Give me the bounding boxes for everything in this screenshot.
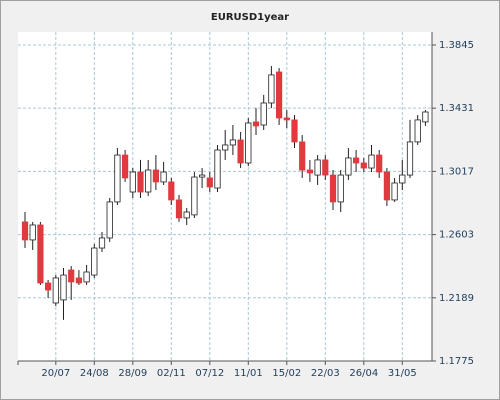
- x-tick-label: 20/07: [41, 368, 70, 379]
- candle-body: [52, 277, 59, 304]
- x-tick-label: 02/11: [157, 368, 186, 379]
- candle-body: [191, 176, 198, 216]
- candle-body: [60, 274, 67, 301]
- candle-body: [306, 169, 314, 174]
- candle-body: [345, 157, 352, 176]
- candle-body: [145, 169, 152, 193]
- candle-body: [391, 182, 398, 201]
- chart-title: EURUSD1year: [211, 12, 289, 23]
- y-tick-label: 1.1775: [439, 356, 474, 367]
- candle-body: [75, 277, 82, 284]
- candle-body: [160, 171, 167, 183]
- x-tick-label: 11/01: [234, 368, 263, 379]
- candle-body: [322, 159, 329, 176]
- candle-body: [399, 174, 406, 184]
- candle-body: [291, 119, 298, 143]
- x-tick-label: 15/02: [272, 368, 301, 379]
- candle-body: [245, 122, 252, 164]
- candle-body: [376, 154, 383, 173]
- candle-body: [137, 171, 144, 193]
- candle-body: [214, 149, 221, 189]
- y-tick-label: 1.3431: [439, 103, 474, 114]
- y-tick-label: 1.2603: [439, 230, 474, 241]
- candle-body: [68, 269, 75, 283]
- candle-body: [252, 121, 260, 127]
- candle-body: [198, 174, 206, 178]
- candle-body: [129, 171, 136, 193]
- candle-body: [98, 237, 106, 249]
- candle-body: [175, 199, 183, 219]
- candle-body: [237, 139, 244, 164]
- candle-body: [352, 157, 360, 164]
- candle-body: [222, 144, 229, 151]
- candle-body: [206, 177, 213, 188]
- candle-body: [152, 169, 159, 183]
- candle-body: [91, 247, 98, 276]
- candle-body: [21, 221, 29, 241]
- candle-body: [106, 201, 113, 239]
- candle-body: [383, 171, 391, 201]
- y-tick-label: 1.3845: [439, 40, 474, 51]
- x-tick-label: 28/09: [118, 368, 147, 379]
- candle-body: [283, 117, 290, 121]
- y-tick-label: 1.3017: [439, 166, 474, 177]
- candle-body: [422, 111, 429, 123]
- x-tick-label: 22/03: [311, 368, 340, 379]
- candle-body: [37, 224, 44, 284]
- candle-body: [406, 141, 414, 176]
- candle-body: [360, 162, 367, 169]
- candle-body: [83, 271, 90, 283]
- candle-body: [275, 71, 283, 119]
- x-tick-label: 26/04: [349, 368, 378, 379]
- candle-body: [368, 154, 375, 169]
- candle-body: [260, 102, 267, 126]
- x-tick-label: 24/08: [80, 368, 109, 379]
- candle-body: [414, 119, 421, 143]
- candle-body: [114, 154, 121, 203]
- y-tick-label: 1.2189: [439, 293, 474, 304]
- candle-body: [314, 159, 321, 176]
- candle-body: [268, 74, 275, 104]
- candle-body: [337, 174, 344, 203]
- candle-body: [122, 154, 129, 179]
- candle-body: [229, 139, 236, 146]
- candle-body: [299, 141, 306, 171]
- candle-body: [168, 181, 175, 201]
- candle-body: [183, 211, 190, 219]
- x-tick-label: 07/12: [195, 368, 224, 379]
- candle-body: [29, 224, 36, 241]
- candle-body: [329, 174, 337, 203]
- candle-body: [45, 282, 52, 291]
- x-tick-label: 31/05: [388, 368, 417, 379]
- plot-area: [18, 32, 432, 361]
